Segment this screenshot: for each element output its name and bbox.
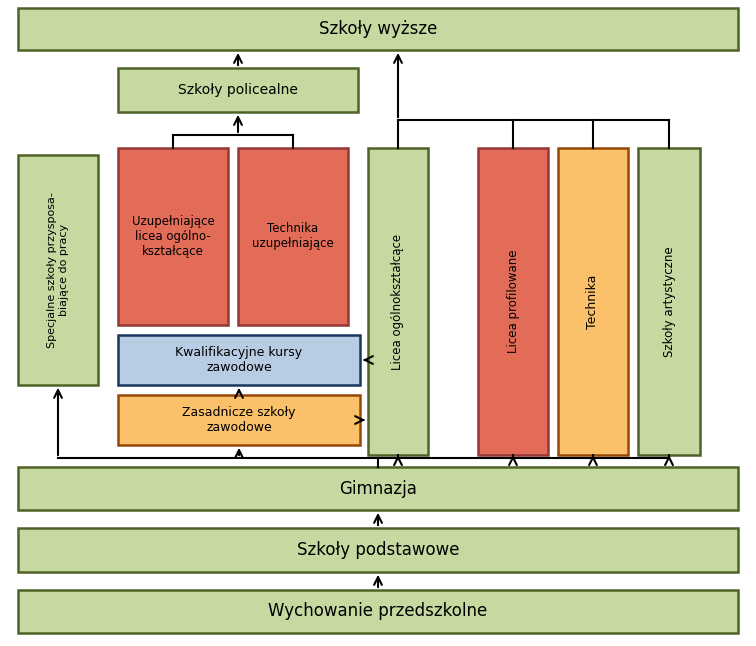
Text: Technika: Technika: [587, 275, 600, 329]
Text: Szkoły podstawowe: Szkoły podstawowe: [297, 541, 459, 559]
Bar: [238, 148, 348, 325]
Bar: [368, 148, 428, 455]
Bar: [558, 148, 628, 455]
Bar: [118, 335, 360, 385]
Bar: [18, 590, 738, 633]
Text: Szkoły policealne: Szkoły policealne: [178, 83, 298, 97]
Text: Technika
uzupełniające: Technika uzupełniające: [252, 222, 334, 251]
Text: Uzupełniające
licea ogólno-
kształcące: Uzupełniające licea ogólno- kształcące: [132, 215, 215, 258]
Bar: [18, 528, 738, 572]
Text: Szkoły wyższe: Szkoły wyższe: [319, 20, 437, 38]
Bar: [118, 395, 360, 445]
Text: Licea ogólnokształcące: Licea ogólnokształcące: [392, 233, 404, 370]
Text: Licea profilowane: Licea profilowane: [507, 250, 519, 353]
Bar: [18, 8, 738, 50]
Bar: [118, 68, 358, 112]
Bar: [638, 148, 700, 455]
Bar: [478, 148, 548, 455]
Text: Specjalne szkoły przysposa-
biające do pracy: Specjalne szkoły przysposa- biające do p…: [47, 192, 69, 348]
Bar: [18, 155, 98, 385]
Bar: [18, 467, 738, 510]
Text: Kwalifikacyjne kursy
zawodowe: Kwalifikacyjne kursy zawodowe: [175, 346, 302, 374]
Text: Szkoły artystyczne: Szkoły artystyczne: [662, 246, 676, 357]
Text: Gimnazja: Gimnazja: [339, 479, 417, 497]
Text: Wychowanie przedszkolne: Wychowanie przedszkolne: [268, 603, 488, 621]
Text: Zasadnicze szkoły
zawodowe: Zasadnicze szkoły zawodowe: [182, 406, 296, 434]
Bar: [118, 148, 228, 325]
